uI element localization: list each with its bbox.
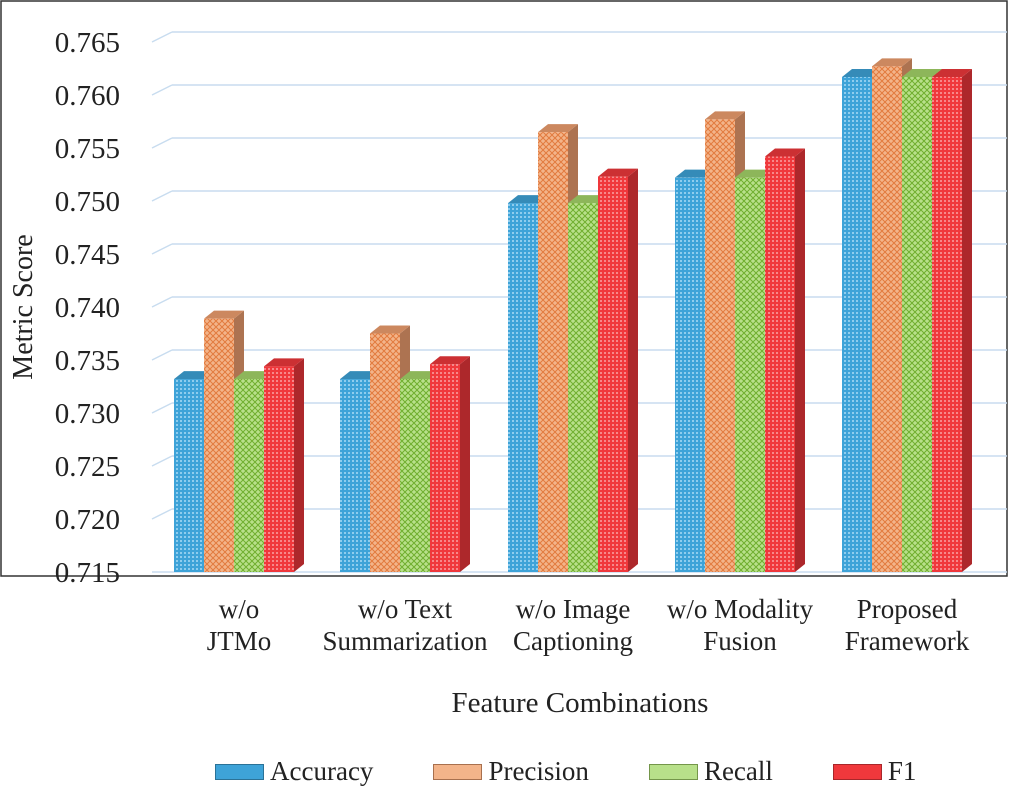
legend-label: F1	[887, 756, 917, 786]
bar-front	[370, 333, 400, 572]
gridline-depth	[151, 508, 173, 520]
legend-swatch	[433, 763, 483, 780]
gridline-depth	[151, 349, 173, 361]
y-tick-label: 0.765	[55, 27, 120, 59]
bar-front	[174, 379, 204, 572]
bar-front	[735, 177, 765, 572]
bar-front	[430, 364, 460, 572]
bar-f1-1	[264, 358, 304, 572]
gridline-depth	[151, 296, 173, 308]
bar-front	[932, 76, 962, 572]
y-tick-label: 0.750	[55, 186, 120, 218]
bar-top	[204, 310, 244, 319]
legend-item-accuracy: Accuracy	[215, 756, 373, 787]
bar-top	[932, 68, 972, 77]
bar-f1-5	[932, 68, 972, 572]
bar-front	[538, 132, 568, 572]
bar-top	[598, 168, 638, 177]
x-tick-label: Proposed Framework	[845, 594, 970, 656]
legend-item-f1: F1	[832, 756, 917, 787]
y-tick-label: 0.730	[55, 398, 120, 430]
gridline-depth	[151, 455, 173, 467]
legend-item-precision: Precision	[433, 756, 589, 787]
bar-side	[294, 358, 304, 572]
gridline-depth	[151, 402, 173, 414]
legend-swatch	[832, 763, 882, 780]
bar-front	[675, 177, 705, 572]
bar-front	[234, 379, 264, 572]
bar-top	[765, 148, 805, 157]
bar-top	[430, 356, 470, 365]
x-axis-label: Feature Combinations	[452, 687, 709, 719]
bar-side	[460, 356, 470, 572]
gridline-depth	[151, 31, 173, 43]
legend: Accuracy Precision Recall F1	[215, 756, 976, 787]
bars	[174, 58, 972, 573]
gridline-depth	[151, 190, 173, 202]
bar-top	[872, 58, 912, 67]
x-tick-label: w/o Image Captioning	[513, 594, 633, 656]
y-tick-label: 0.740	[55, 292, 120, 324]
x-axis-ticks: w/o JTMo w/o Text Summarization w/o Image Cap…	[207, 594, 970, 656]
bar-f1-2	[430, 356, 470, 572]
legend-label: Precision	[488, 756, 589, 786]
legend-swatch	[215, 763, 264, 780]
y-tick-label: 0.715	[55, 557, 120, 589]
y-tick-label: 0.745	[55, 239, 120, 271]
bar-front	[204, 318, 234, 572]
bar-front	[340, 379, 370, 572]
x-tick-label: w/o JTMo	[207, 594, 272, 656]
bar-front	[264, 366, 294, 572]
legend-label: Accuracy	[270, 756, 374, 786]
bar-front	[568, 203, 598, 572]
bar-front	[872, 66, 902, 572]
y-axis-label: Metric Score	[8, 234, 39, 379]
bar-top	[705, 111, 745, 120]
bar-f1-3	[598, 168, 638, 572]
bar-front	[508, 203, 538, 572]
bar-front	[765, 156, 795, 573]
y-tick-label: 0.725	[55, 451, 120, 483]
legend-swatch	[648, 763, 698, 780]
bar-f1-4	[765, 148, 805, 573]
y-tick-label: 0.755	[55, 133, 120, 165]
bar-top	[538, 124, 578, 133]
bar-side	[962, 68, 972, 572]
x-tick-label: w/o Modality Fusion	[667, 594, 814, 656]
legend-label: Recall	[703, 756, 773, 786]
legend-item-recall: Recall	[648, 756, 773, 787]
y-tick-label: 0.720	[55, 504, 120, 536]
bar-side	[795, 148, 805, 573]
y-tick-label: 0.735	[55, 345, 120, 377]
bar-top	[264, 358, 304, 367]
bar-front	[842, 76, 872, 572]
bar-front	[705, 119, 735, 572]
bar-front	[400, 379, 430, 572]
bar-side	[628, 168, 638, 572]
bar-front	[902, 76, 932, 572]
gridline-depth	[151, 137, 173, 149]
chart-border	[0, 0, 1008, 577]
y-tick-label: 0.760	[55, 80, 120, 112]
y-axis-ticks: 0.715 0.720 0.725 0.730 0.735 0.740 0.745 0.750…	[55, 27, 120, 589]
gridline-depth	[151, 243, 173, 255]
bar-top	[902, 68, 942, 77]
x-tick-label: w/o Text Summarization	[323, 594, 488, 656]
gridline-depth	[151, 84, 173, 96]
bar-top	[370, 325, 410, 334]
bar-front	[598, 176, 628, 572]
